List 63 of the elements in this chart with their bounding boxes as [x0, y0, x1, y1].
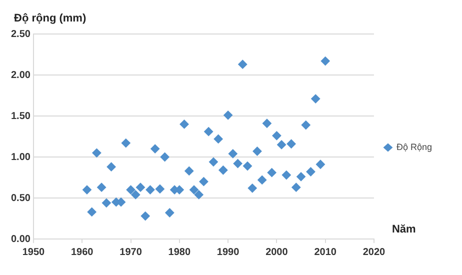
y-tick-label: 2.50 — [10, 28, 31, 40]
point — [160, 152, 170, 162]
point — [272, 131, 282, 140]
point — [199, 177, 208, 186]
y-tick-label: 0.50 — [10, 192, 31, 204]
point — [131, 190, 140, 200]
y-tick-label: 0.00 — [10, 234, 31, 245]
point — [267, 168, 276, 178]
point — [277, 140, 286, 150]
point — [189, 185, 198, 194]
point — [146, 185, 155, 194]
x-tick-label: 2010 — [314, 246, 337, 258]
point — [224, 110, 233, 120]
legend-label: Độ Rộng — [396, 142, 432, 152]
point — [214, 134, 223, 144]
point — [228, 149, 238, 158]
x-tick-label: 1970 — [120, 246, 142, 258]
point — [87, 207, 96, 216]
point — [311, 94, 320, 104]
y-tick-label: 1.00 — [10, 152, 31, 163]
point — [126, 185, 136, 194]
y-tick-label: 1.50 — [10, 110, 31, 122]
point — [296, 172, 306, 182]
point — [218, 166, 228, 175]
point — [258, 175, 267, 184]
point — [155, 184, 164, 194]
point — [208, 157, 218, 166]
point — [306, 167, 316, 176]
x-tick-label: 2020 — [362, 246, 386, 258]
point — [292, 182, 301, 192]
point — [252, 146, 262, 156]
point — [262, 118, 272, 128]
point — [150, 144, 160, 154]
point — [286, 139, 296, 148]
point — [106, 162, 116, 172]
point — [102, 198, 111, 208]
point — [238, 60, 248, 69]
x-axis-title: Năm — [392, 224, 416, 236]
point — [180, 120, 189, 129]
point — [184, 166, 194, 176]
point — [140, 212, 150, 221]
point — [243, 162, 252, 171]
point — [233, 159, 242, 168]
point — [301, 120, 310, 130]
point — [194, 190, 204, 200]
point — [316, 160, 325, 169]
x-tick-label: 1990 — [216, 246, 240, 258]
point — [282, 170, 291, 180]
point — [248, 184, 257, 193]
x-tick-label: 1960 — [70, 246, 94, 258]
x-tick-label: 2000 — [266, 246, 288, 258]
point — [320, 56, 330, 66]
x-tick-label: 1950 — [22, 246, 46, 258]
y-axis-title: Độ rộng (mm) — [14, 12, 86, 25]
point — [92, 148, 102, 158]
point — [165, 208, 174, 218]
point — [204, 127, 214, 136]
point — [82, 185, 92, 194]
point — [97, 182, 106, 192]
y-tick-label: 2.00 — [10, 70, 31, 81]
point — [136, 182, 145, 192]
point — [121, 138, 130, 148]
x-tick-label: 1980 — [168, 246, 191, 258]
